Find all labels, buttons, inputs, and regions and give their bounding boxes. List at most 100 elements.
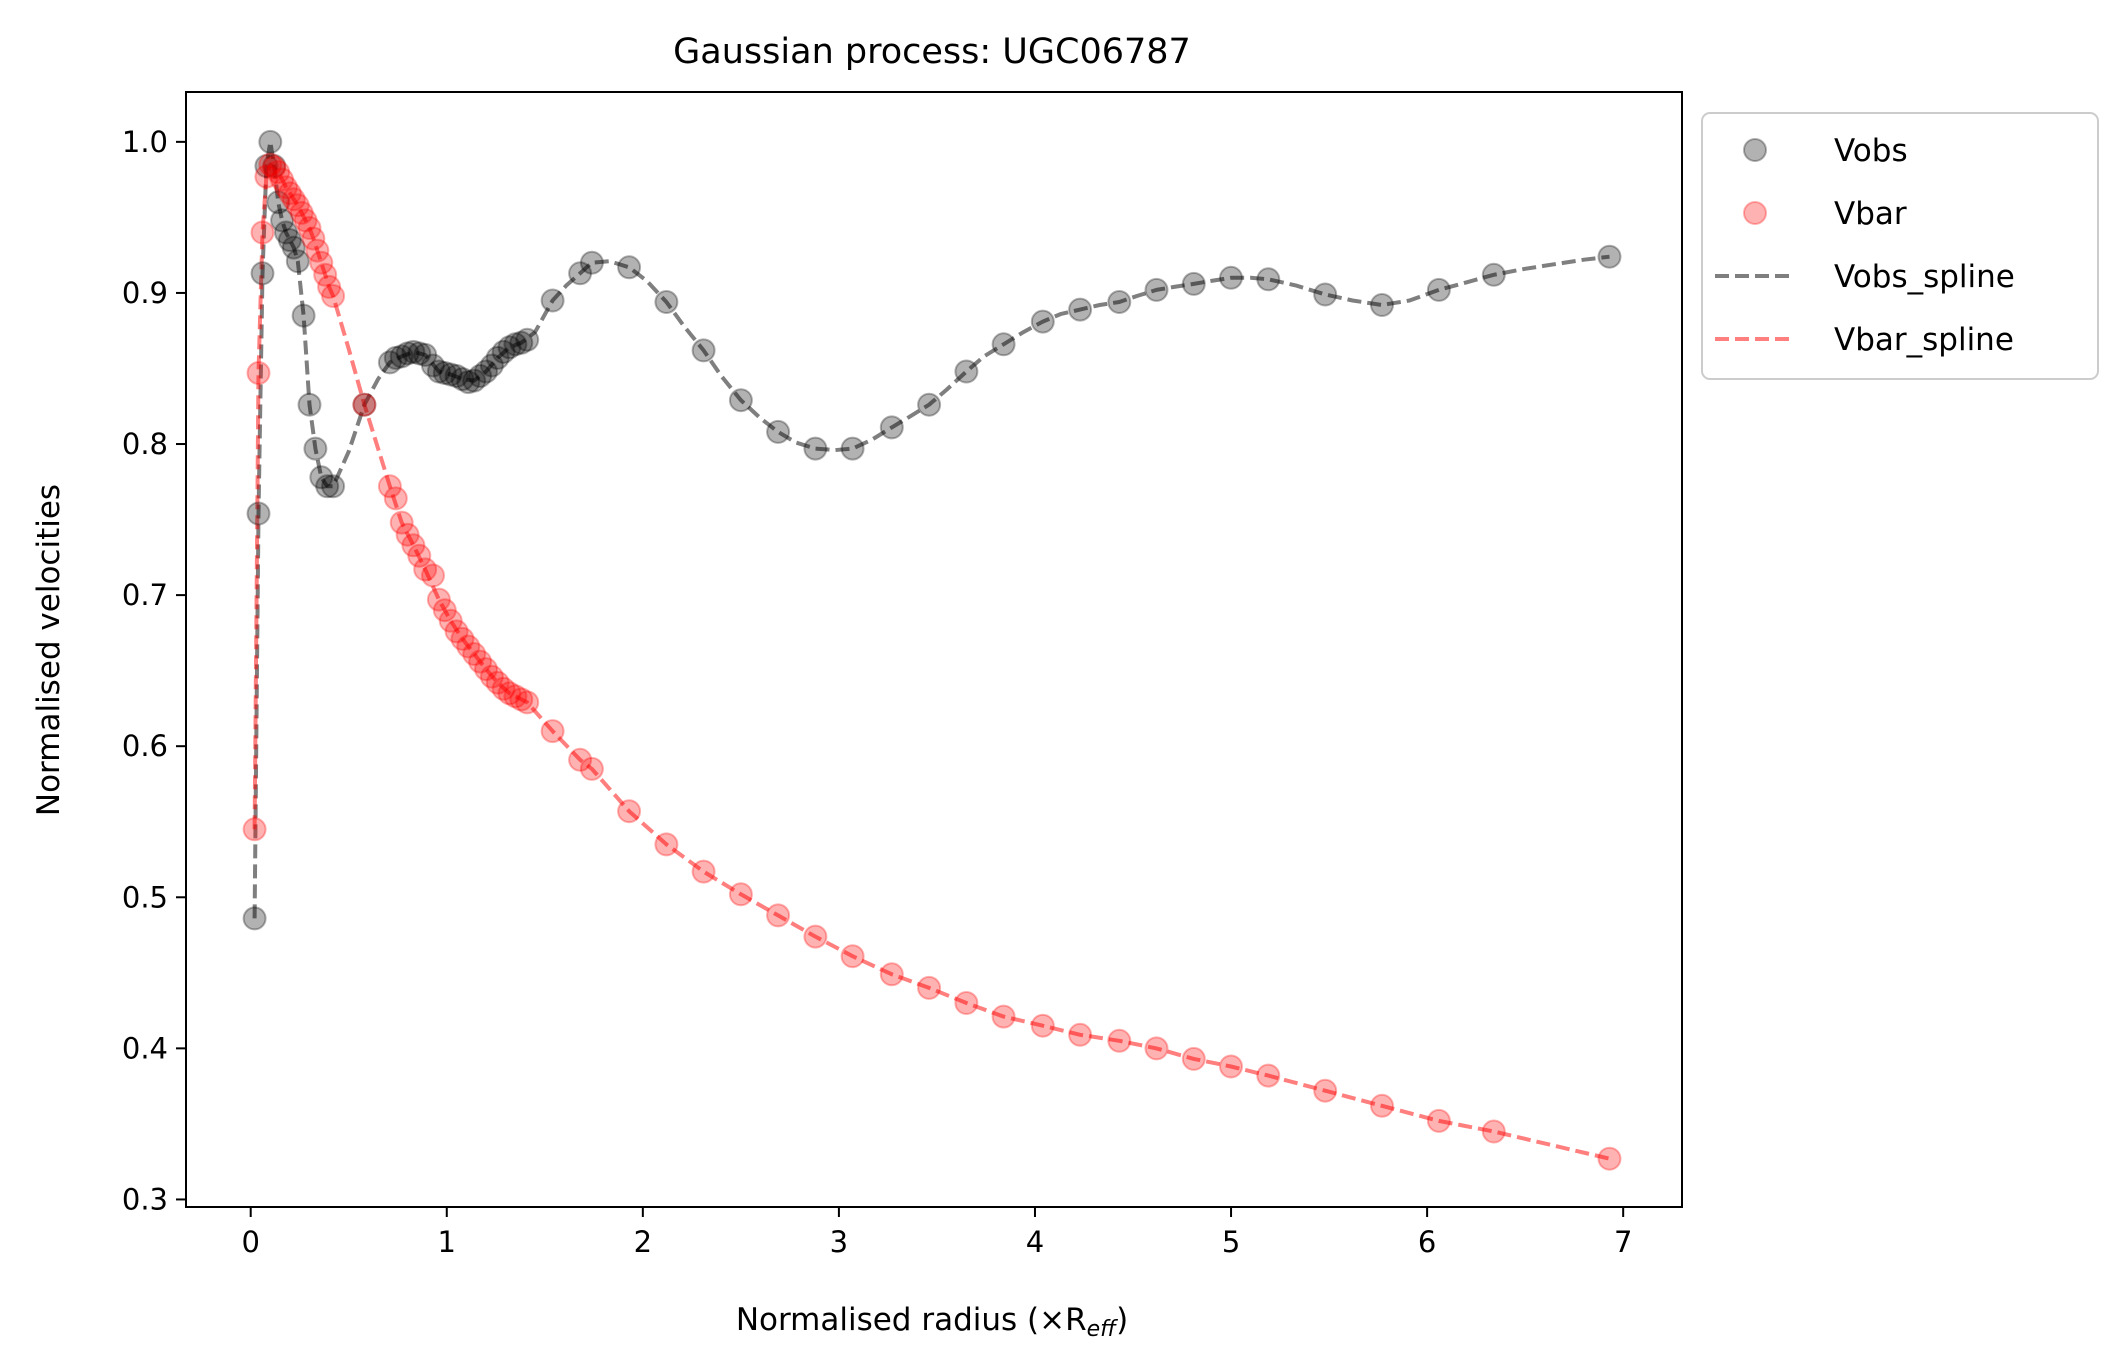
vbar-point: [579, 756, 604, 781]
vobs-point: [1370, 293, 1394, 317]
vbar-point: [450, 626, 475, 651]
vbar-point: [691, 859, 716, 884]
vbar-point: [254, 164, 279, 189]
y-tick-label: 1.0: [122, 125, 168, 159]
vobs-point: [242, 906, 267, 931]
x-axis-label-close: ): [1116, 1302, 1128, 1338]
vbar-point: [426, 587, 451, 612]
legend-label-vobs-spline: Vobs_spline: [1834, 259, 2015, 295]
vbar-point: [617, 799, 642, 824]
x-axis-ticks: 0 1 2 3 4 5 6 7: [241, 1207, 1632, 1259]
vbar-point: [413, 557, 438, 582]
vobs-point: [432, 361, 457, 385]
vobs-point: [503, 332, 528, 357]
vbar-point: [250, 220, 275, 245]
axes-background: [186, 92, 1682, 1207]
vbar-point: [728, 882, 753, 907]
vobs-point: [266, 190, 291, 215]
vobs-point: [1219, 265, 1243, 290]
vobs-point: [383, 345, 408, 370]
vbar-point: [497, 681, 522, 706]
vbar-point: [1107, 1028, 1132, 1053]
x-tick-label: 7: [1614, 1225, 1632, 1259]
vbar-point: [438, 608, 463, 633]
vobs-point: [917, 392, 942, 417]
x-axis-label-subscript: eff: [1087, 1317, 1119, 1342]
vobs-point: [258, 129, 283, 154]
vbar-point: [389, 510, 414, 535]
vbar-point: [297, 216, 322, 240]
vbar-point: [432, 598, 457, 623]
vobs-point: [1030, 309, 1055, 334]
vbar-point: [991, 1004, 1016, 1029]
vobs-point: [401, 339, 426, 364]
vbar-point: [305, 238, 330, 263]
vobs-point: [1313, 282, 1338, 307]
vobs-point: [954, 359, 979, 384]
x-tick-label: 2: [634, 1225, 652, 1259]
legend-marker-vbar: [1743, 201, 1767, 225]
vbar-point: [352, 392, 377, 417]
vobs-point: [377, 350, 402, 375]
vbar-point: [277, 181, 302, 206]
legend-label-vbar-spline: Vbar_spline: [1834, 322, 2014, 358]
vbar-point: [407, 543, 432, 568]
vbar-point: [293, 208, 318, 233]
vobs-point: [991, 332, 1016, 357]
x-tick-label: 1: [438, 1225, 456, 1259]
y-axis-ticks: 0.3 0.4 0.5 0.6 0.7 0.8 0.9 1.0: [122, 125, 186, 1216]
vobs-point: [1144, 277, 1169, 302]
vobs-point: [479, 353, 504, 378]
vobs-point: [691, 338, 716, 363]
vobs-point: [291, 303, 316, 328]
vbar-point: [242, 817, 267, 842]
vbar-point: [246, 361, 271, 385]
vbar-point: [1030, 1013, 1055, 1038]
vobs-point: [1256, 267, 1281, 292]
vbar-point: [568, 747, 593, 772]
vobs-point: [879, 415, 904, 440]
vbar-point: [766, 903, 791, 928]
vbar-point: [270, 167, 295, 192]
vbar-point: [1426, 1108, 1451, 1133]
x-tick-label: 6: [1418, 1225, 1436, 1259]
y-axis-label: Normalised velocities: [31, 484, 67, 816]
vobs-point: [540, 288, 565, 313]
vbar-point: [285, 193, 310, 218]
vobs-point: [303, 436, 328, 461]
vbar-point: [509, 687, 534, 712]
vobs-point: [262, 154, 287, 178]
y-tick-label: 0.6: [122, 729, 168, 763]
vbar-point: [917, 975, 942, 1000]
vbar-point: [1181, 1046, 1206, 1071]
plot-area: [185, 91, 1683, 1208]
vbar-point: [1313, 1078, 1338, 1103]
vobs-point: [462, 368, 487, 393]
vbar-point: [879, 962, 904, 987]
axes-frame: [185, 91, 1683, 1208]
vbar-point: [301, 226, 326, 251]
vobs-point: [1597, 244, 1622, 269]
vobs-point: [277, 228, 302, 253]
vobs-point: [509, 330, 534, 355]
vbar-point: [258, 152, 283, 177]
vbar-point: [444, 619, 469, 644]
vbar-point: [654, 832, 679, 857]
y-tick-label: 0.8: [122, 427, 168, 461]
vbar-point: [474, 657, 498, 682]
vbar-point: [317, 274, 342, 299]
vobs-point: [568, 261, 593, 286]
vobs-point: [321, 474, 346, 499]
vbar-point: [840, 944, 865, 969]
vbar-point: [1597, 1146, 1622, 1171]
vobs-point: [444, 364, 469, 388]
vobs-point: [389, 344, 414, 369]
vobs-point: [1107, 290, 1132, 314]
vbar-point: [515, 690, 540, 715]
vobs-point: [246, 501, 271, 526]
vobs-point: [421, 353, 445, 378]
vbar-point: [309, 250, 334, 275]
x-tick-label: 5: [1222, 1225, 1240, 1259]
vbar-point: [289, 200, 314, 225]
x-tick-label: 4: [1026, 1225, 1044, 1259]
